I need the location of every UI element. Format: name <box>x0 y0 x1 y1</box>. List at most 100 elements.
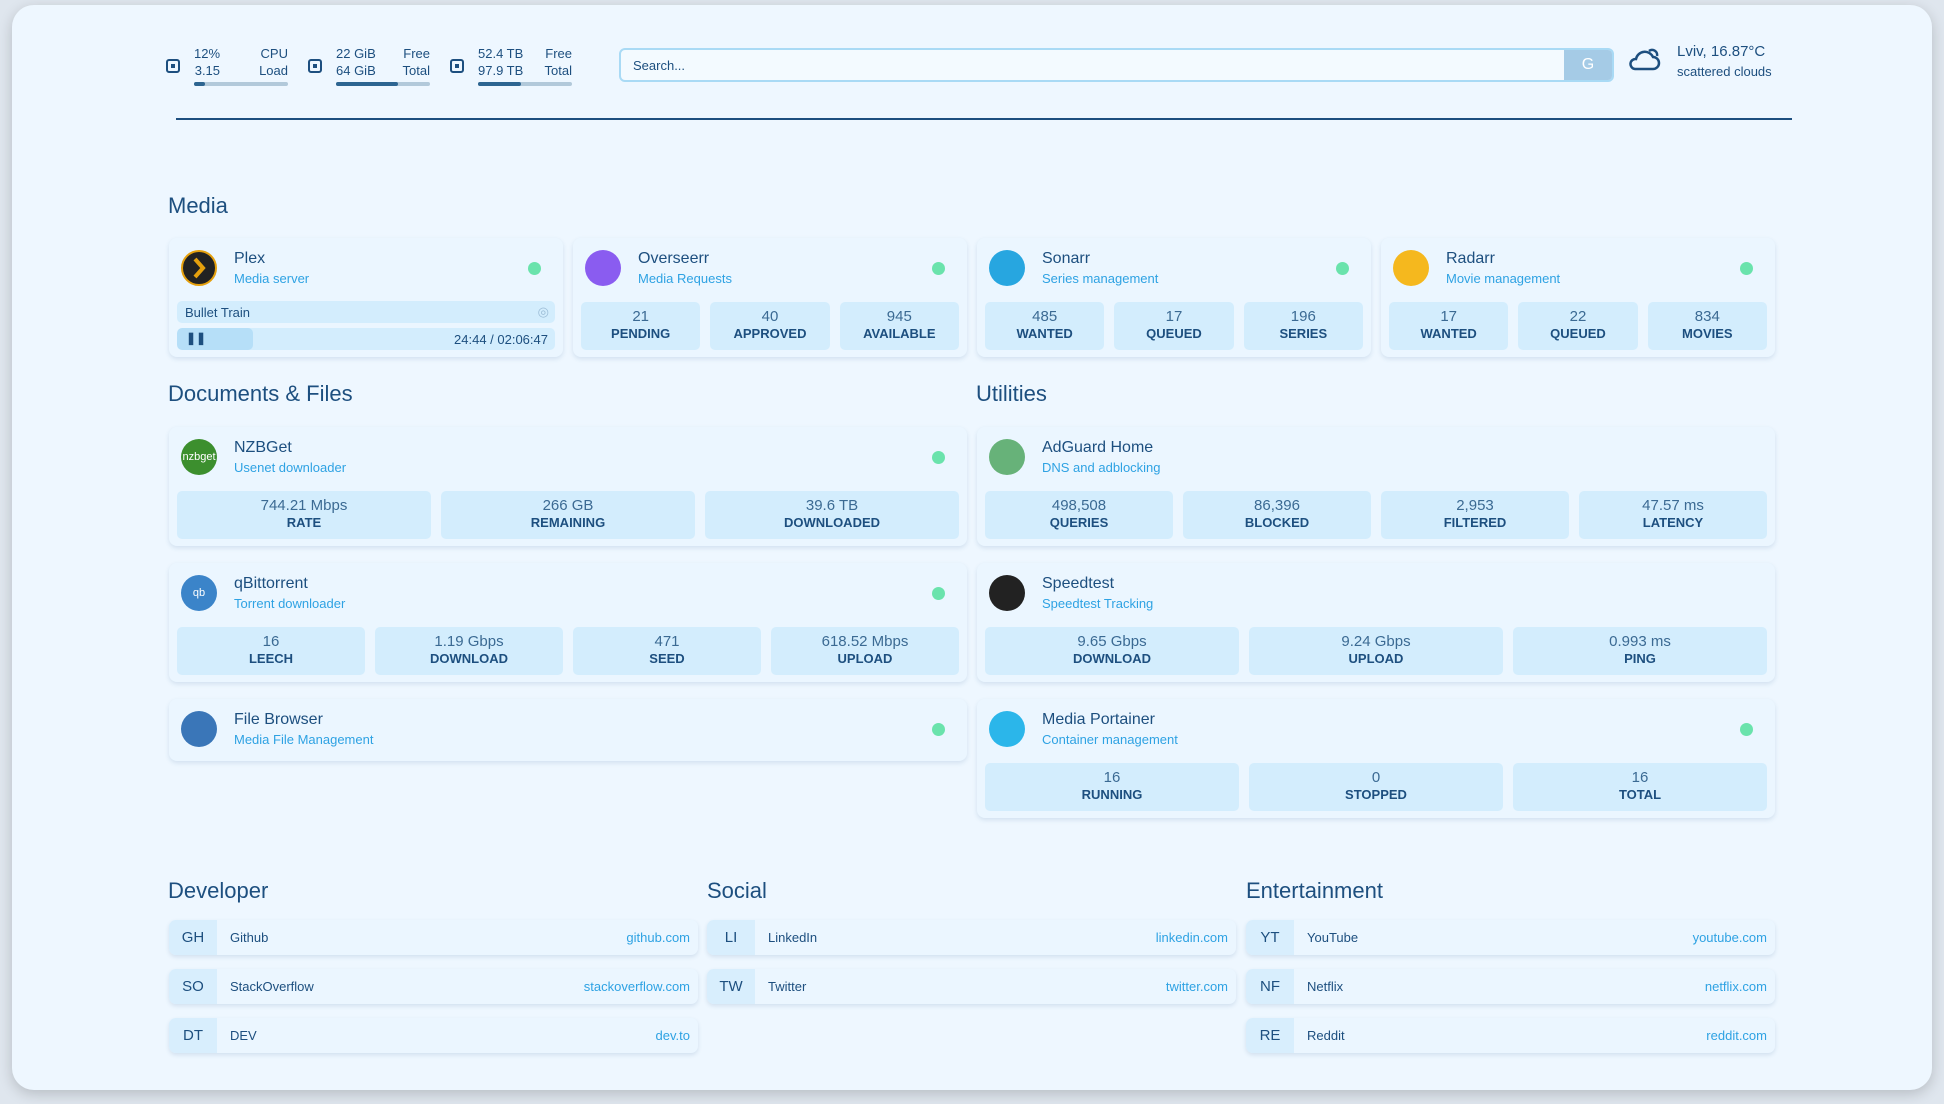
bookmark-url[interactable]: youtube.com <box>1692 930 1767 945</box>
bookmark-url[interactable]: twitter.com <box>1165 979 1228 994</box>
bookmark-linkedin[interactable]: LI LinkedIn linkedin.com <box>707 920 1236 955</box>
stat-upload: 9.24 Gbps UPLOAD <box>1249 627 1503 675</box>
bookmark-netflix[interactable]: NF Netflix netflix.com <box>1246 969 1775 1004</box>
stat-label: UPLOAD <box>837 651 893 666</box>
resource-usage-fill <box>478 82 522 86</box>
nzbget-subtitle: Usenet downloader <box>234 460 347 475</box>
sonarr-card[interactable]: Sonarr Series management 485 WANTED 17 QUEUED… <box>977 238 1371 357</box>
resource-labels-col: Free Total <box>545 45 572 79</box>
resource-label: Load <box>259 63 288 78</box>
stat-rate: 744.21 Mbps RATE <box>177 491 431 539</box>
now-playing-title: Bullet Train <box>185 305 251 320</box>
plex-card[interactable]: Plex Media server Bullet Train ◎ ❚❚ 24:44… <box>169 238 563 357</box>
qbittorrent-logo-icon: qb <box>181 575 217 611</box>
plex-name: Plex <box>234 250 266 267</box>
stat-value: 17 <box>1440 308 1457 325</box>
portainer-name: Media Portainer <box>1042 711 1155 728</box>
bookmark-url[interactable]: linkedin.com <box>1155 930 1228 945</box>
speedtest-name: Speedtest <box>1042 575 1115 592</box>
resource-0: 12% 3.15 CPU Load <box>162 45 288 86</box>
stat-running: 16 RUNNING <box>985 763 1239 811</box>
stat-value: 17 <box>1165 308 1183 325</box>
stat-label: WANTED <box>1016 326 1073 341</box>
section-social: Social <box>707 878 767 903</box>
bookmark-name: Twitter <box>768 979 807 994</box>
resource-usage-bar <box>194 82 288 86</box>
bookmark-abbr: NF <box>1246 969 1294 1004</box>
bookmark-youtube[interactable]: YT YouTube youtube.com <box>1246 920 1775 955</box>
nzbget-logo-icon: nzbget <box>181 439 217 475</box>
stat-ping: 0.993 ms PING <box>1513 627 1767 675</box>
bookmark-stackoverflow[interactable]: SO StackOverflow stackoverflow.com <box>169 969 698 1004</box>
bookmark-url[interactable]: reddit.com <box>1706 1028 1767 1043</box>
bookmark-abbr: GH <box>169 920 217 955</box>
adguard-subtitle: DNS and adblocking <box>1042 460 1161 475</box>
portainer-card[interactable]: Media Portainer Container management 16 RUN… <box>977 699 1775 818</box>
stat-label: DOWNLOAD <box>430 651 508 666</box>
status-dot <box>932 262 945 275</box>
bookmark-abbr: SO <box>169 969 217 1004</box>
bookmark-github[interactable]: GH Github github.com <box>169 920 698 955</box>
cpu-icon <box>162 55 184 77</box>
stat-value: 16 <box>262 633 280 650</box>
stats-row: 498,508 QUERIES 86,396 BLOCKED 2,953 FILTERED… <box>985 491 1767 539</box>
stat-seed: 471 SEED <box>573 627 761 675</box>
resource-values: 52.4 TB 97.9 TB Free Total <box>478 45 572 86</box>
filebrowser-subtitle: Media File Management <box>234 732 374 747</box>
status-dot <box>1336 262 1349 275</box>
sonarr-subtitle: Series management <box>1042 271 1159 286</box>
section-documents: Documents & Files <box>168 381 353 406</box>
pause-icon[interactable]: ❚❚ <box>186 331 207 345</box>
qbittorrent-card[interactable]: qb qBittorrent Torrent downloader 16 LEECH 1.… <box>169 563 967 682</box>
search-box: G <box>619 48 1614 82</box>
stat-value: 9.24 Gbps <box>1341 633 1411 650</box>
bookmark-url[interactable]: stackoverflow.com <box>583 979 690 994</box>
bookmark-url[interactable]: github.com <box>626 930 690 945</box>
stat-label: WANTED <box>1420 326 1477 341</box>
playback-progress[interactable]: ❚❚ 24:44 / 02:06:47 <box>177 328 555 350</box>
adguard-logo-icon <box>989 439 1025 475</box>
bookmark-url[interactable]: netflix.com <box>1704 979 1767 994</box>
disk-icon <box>446 55 468 77</box>
stat-label: SEED <box>649 651 685 666</box>
search-engine-button[interactable]: G <box>1564 50 1612 80</box>
resource-values: 22 GiB 64 GiB Free Total <box>336 45 430 86</box>
bookmark-twitter[interactable]: TW Twitter twitter.com <box>707 969 1236 1004</box>
adguard-card[interactable]: AdGuard Home DNS and adblocking 498,508 QUE… <box>977 427 1775 546</box>
overseerr-card[interactable]: Overseerr Media Requests 21 PENDING 40 APPROV… <box>573 238 967 357</box>
bookmark-abbr: LI <box>707 920 755 955</box>
filebrowser-card[interactable]: File Browser Media File Management <box>169 699 967 761</box>
stat-label: STOPPED <box>1345 787 1407 802</box>
dashboard: G Lviv, 16.87°C scattered clouds Media D… <box>12 5 1932 1090</box>
resource-text: 12% 3.15 CPU Load <box>194 45 288 79</box>
stats-row: 9.65 Gbps DOWNLOAD 9.24 Gbps UPLOAD 0.993 ms… <box>985 627 1767 675</box>
weather-condition: scattered clouds <box>1677 64 1772 79</box>
resource-label: Free <box>545 46 572 61</box>
info-icon: ◎ <box>537 304 549 319</box>
bookmark-url[interactable]: dev.to <box>655 1028 690 1043</box>
stat-download: 1.19 Gbps DOWNLOAD <box>375 627 563 675</box>
speedtest-subtitle: Speedtest Tracking <box>1042 596 1154 611</box>
stats-row: 485 WANTED 17 QUEUED 196 SERIES <box>985 302 1363 350</box>
bookmark-dev[interactable]: DT DEV dev.to <box>169 1018 698 1053</box>
nzbget-card[interactable]: nzbget NZBGet Usenet downloader 744.21 Mbps… <box>169 427 967 546</box>
stat-available: 945 AVAILABLE <box>839 302 959 350</box>
resource-text: 22 GiB 64 GiB Free Total <box>336 45 430 79</box>
radarr-card[interactable]: Radarr Movie management 17 WANTED 22 QUEUED 83… <box>1381 238 1775 357</box>
qbittorrent-subtitle: Torrent downloader <box>234 596 346 611</box>
resource-labels-col: CPU Load <box>259 45 288 79</box>
speedtest-card[interactable]: Speedtest Speedtest Tracking 9.65 Gbps DOWN… <box>977 563 1775 682</box>
resource-values: 12% 3.15 CPU Load <box>194 45 288 86</box>
stat-value: 16 <box>1631 769 1649 786</box>
stats-row: 21 PENDING 40 APPROVED 945 AVAILABLE <box>581 302 959 350</box>
stat-queries: 498,508 QUERIES <box>985 491 1173 539</box>
resource-usage-fill <box>336 82 399 86</box>
resource-usage-bar <box>336 82 430 86</box>
playback-time: 24:44 / 02:06:47 <box>454 332 548 347</box>
stat-value: 16 <box>1103 769 1121 786</box>
status-dot <box>1740 262 1753 275</box>
stat-value: 618.52 Mbps <box>821 633 909 650</box>
bookmark-reddit[interactable]: RE Reddit reddit.com <box>1246 1018 1775 1053</box>
weather-location-temp: Lviv, 16.87°C <box>1677 43 1766 60</box>
search-input[interactable] <box>621 57 1564 73</box>
